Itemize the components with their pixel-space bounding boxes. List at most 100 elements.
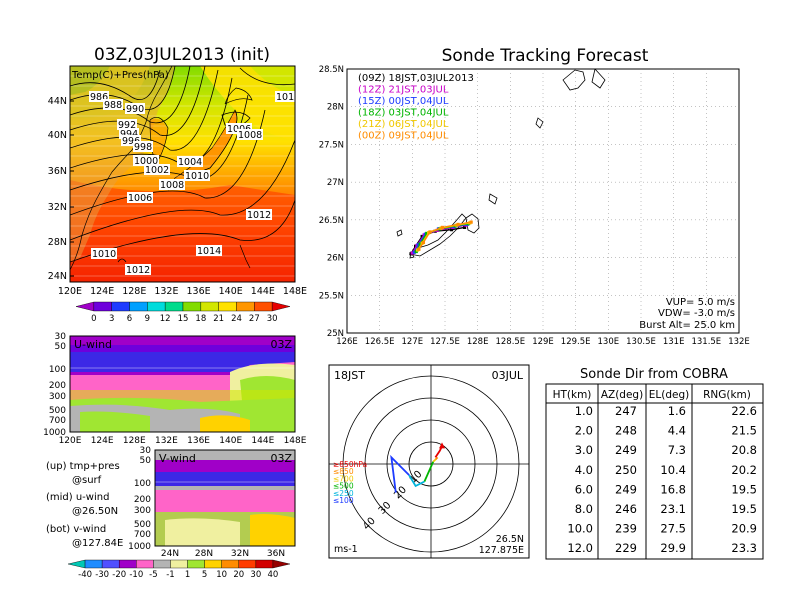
sonde-table-cell: 16.8 bbox=[660, 482, 686, 496]
isobar-label-bg bbox=[275, 91, 295, 102]
sonde-table-cell: 19.5 bbox=[731, 482, 757, 496]
colorbar-tick-label: 18 bbox=[195, 314, 206, 324]
vwind-y-tick-label: 30 bbox=[140, 446, 152, 456]
colorbar-tick-label: 9 bbox=[145, 314, 150, 324]
uwind-x-tick-label: 124E bbox=[91, 436, 114, 446]
isobar-label: 1014 bbox=[197, 246, 221, 257]
hodograph-level-label: ≤500 bbox=[333, 482, 354, 491]
sonde-table-cell: 248 bbox=[615, 424, 637, 438]
isobar-label: 1006 bbox=[128, 193, 152, 204]
colorbar-tick-label: 30 bbox=[267, 314, 278, 324]
uwind-y-tick-label: 300 bbox=[49, 392, 66, 402]
hodograph-level-label: ≤700 bbox=[333, 474, 354, 483]
colorbar-tick-label: 5 bbox=[202, 570, 207, 580]
uwind-y-tick-label: 700 bbox=[49, 416, 66, 426]
colorbar-swatch bbox=[254, 301, 273, 312]
isobar-label-bg bbox=[237, 129, 263, 140]
isobar-label-bg bbox=[119, 128, 139, 139]
tracking-lon-tick-label: 131.5E bbox=[691, 337, 721, 347]
colorbar-swatch bbox=[129, 301, 148, 312]
map-lon-tick-label: 124E bbox=[90, 286, 114, 297]
colorbar-swatch bbox=[204, 559, 222, 569]
tracking-lat-tick-label: 25N bbox=[327, 329, 344, 339]
sonde-table-cell: 27.5 bbox=[660, 522, 686, 536]
sonde-table-cell: 29.9 bbox=[660, 541, 686, 555]
sonde-table-cell: 21.5 bbox=[731, 424, 757, 438]
hodograph-trace bbox=[390, 454, 410, 493]
sonde-table: Sonde Dir from COBRA HT(km) AZ(deg) EL(deg… bbox=[545, 367, 764, 560]
vwind-time: 03Z bbox=[270, 452, 292, 465]
tracking-lon-tick-label: 131E bbox=[663, 337, 685, 347]
map-lat-tick-label: 28N bbox=[48, 237, 67, 248]
isobar-label: 990 bbox=[126, 104, 144, 115]
vwind-y-tick-label: 200 bbox=[134, 495, 151, 505]
colorbar-swatch bbox=[271, 301, 291, 312]
vwind-y-tick-label: 1000 bbox=[128, 542, 151, 552]
colorbar-swatch bbox=[84, 559, 103, 569]
tracking-lon-tick-label: 126E bbox=[336, 337, 358, 347]
colorbar-swatch bbox=[187, 559, 205, 569]
isobar-label: 998 bbox=[134, 142, 152, 153]
sonde-table-cell: 1.0 bbox=[575, 404, 593, 418]
uwind-y-tick-label: 50 bbox=[55, 342, 67, 352]
tracking-legend: (09Z) 18JST,03JUL2013(12Z) 21JST,03JUL(1… bbox=[358, 73, 474, 142]
colorbar-swatch bbox=[272, 559, 291, 569]
uwind-time: 03Z bbox=[270, 338, 292, 351]
isobar-label-bg bbox=[125, 264, 151, 275]
sonde-table-header: RNG(km) bbox=[703, 389, 751, 401]
tracking-lon-tick-label: 132E bbox=[728, 337, 750, 347]
isobar-label-bg bbox=[125, 103, 145, 114]
sonde-table-header: EL(deg) bbox=[649, 389, 689, 401]
colorbar-tick-label: -5 bbox=[149, 570, 157, 580]
tracking-lon-tick-label: 130.5E bbox=[626, 337, 656, 347]
sonde-table-cell: 4.0 bbox=[575, 463, 593, 477]
tracking-legend-entry: (09Z) 18JST,03JUL2013 bbox=[358, 73, 474, 84]
isobar-label: 1008 bbox=[238, 130, 262, 141]
tracking-lat-tick-label: 27.5N bbox=[319, 140, 344, 150]
isobar-label-bg bbox=[226, 123, 252, 134]
tracking-lon-tick-label: 128E bbox=[467, 337, 489, 347]
colorbar-swatch bbox=[255, 559, 274, 569]
vwind-y-tick-label: 700 bbox=[134, 530, 151, 540]
sonde-table-cell: 249 bbox=[615, 443, 637, 457]
tracking-panel: Sonde Tracking Forecast (09Z) 18JST,03JU… bbox=[319, 46, 750, 347]
tracking-point bbox=[428, 230, 432, 234]
uwind-y-tick-label: 500 bbox=[49, 406, 66, 416]
colorbar-tick-label: 3 bbox=[109, 314, 114, 324]
sonde-table-headers: HT(km) AZ(deg) EL(deg) RNG(km) bbox=[553, 389, 751, 401]
uwind-x-tick-label: 132E bbox=[155, 436, 178, 446]
tracking-params: VUP= 5.0 m/s VDW= -3.0 m/s Burst Alt= 25… bbox=[639, 297, 735, 331]
map-lon-tick-label: 136E bbox=[187, 286, 211, 297]
isobar-label: 986 bbox=[90, 92, 108, 103]
map-lat-tick-label: 32N bbox=[48, 202, 67, 213]
hodograph-trace bbox=[423, 461, 435, 482]
isobar-label-bg bbox=[246, 209, 272, 220]
colorbar-swatch bbox=[67, 559, 86, 569]
uwind-label: U-wind bbox=[74, 338, 112, 351]
colorbar-tick-label: 40 bbox=[268, 570, 279, 580]
colorbar-tick-label: 20 bbox=[233, 570, 244, 580]
isobar-label: 1010 bbox=[92, 249, 116, 260]
sonde-table-title: Sonde Dir from COBRA bbox=[580, 367, 728, 382]
uwind-y-tick-label: 1000 bbox=[43, 428, 66, 438]
hodograph-level-label: ≤100 bbox=[333, 496, 354, 505]
tracking-point bbox=[417, 247, 421, 251]
uwind-y-tick-label: 100 bbox=[49, 365, 66, 375]
sonde-table-cell: 3.0 bbox=[575, 443, 593, 457]
sonde-table-cell: 249 bbox=[615, 482, 637, 496]
tracking-lon-tick-label: 130E bbox=[598, 337, 620, 347]
tracking-lat-tick-label: 26.5N bbox=[319, 216, 344, 226]
isobar-label: 1004 bbox=[178, 157, 202, 168]
colorbar-swatch bbox=[238, 559, 257, 569]
note-up: (up) tmp+pres bbox=[46, 461, 120, 472]
colorbar-swatch bbox=[111, 301, 130, 312]
sonde-table-cell: 23.1 bbox=[660, 502, 686, 516]
tracking-point bbox=[416, 243, 420, 247]
hodograph-trace bbox=[434, 456, 439, 461]
vwind-y-tick-label: 100 bbox=[134, 479, 151, 489]
colorbar-tick-label: 21 bbox=[213, 314, 224, 324]
tracking-lat-tick-label: 25.5N bbox=[319, 291, 344, 301]
